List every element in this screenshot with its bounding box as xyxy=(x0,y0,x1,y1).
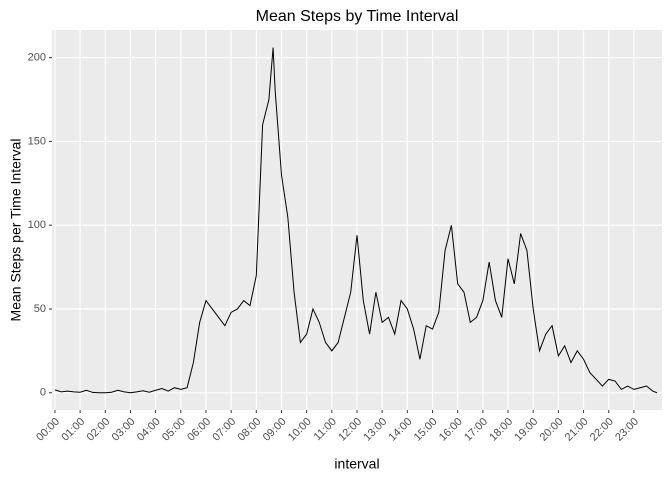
x-tick-label: 15:00 xyxy=(412,416,440,444)
x-tick-label: 05:00 xyxy=(160,416,188,444)
x-tick-label: 07:00 xyxy=(210,416,238,444)
x-tick-label: 06:00 xyxy=(185,416,213,444)
x-tick-label: 18:00 xyxy=(487,416,515,444)
x-tick-label: 21:00 xyxy=(563,416,591,444)
y-tick-label: 150 xyxy=(28,135,46,147)
x-tick-label: 01:00 xyxy=(59,416,87,444)
x-tick-label: 23:00 xyxy=(613,416,641,444)
x-tick-label: 10:00 xyxy=(286,416,314,444)
x-tick-label: 13:00 xyxy=(361,416,389,444)
x-tick-label: 00:00 xyxy=(34,416,62,444)
x-tick-label: 08:00 xyxy=(236,416,264,444)
x-tick-label: 14:00 xyxy=(387,416,415,444)
x-tick-label: 02:00 xyxy=(85,416,113,444)
x-tick-label: 09:00 xyxy=(261,416,289,444)
x-tick-label: 11:00 xyxy=(312,416,339,443)
y-axis-title: Mean Steps per Time Interval xyxy=(8,139,24,322)
x-tick-label: 16:00 xyxy=(437,416,465,444)
x-tick-label: 22:00 xyxy=(588,416,616,444)
x-tick-label: 19:00 xyxy=(512,416,540,444)
y-tick-label: 50 xyxy=(34,303,46,315)
x-tick-label: 12:00 xyxy=(336,416,364,444)
y-tick-label: 100 xyxy=(28,219,46,231)
line xyxy=(54,47,658,394)
x-tick-label: 20:00 xyxy=(538,416,566,444)
chart-title: Mean Steps by Time Interval xyxy=(256,8,459,25)
x-tick-label: 03:00 xyxy=(110,416,138,444)
x-axis-title: interval xyxy=(334,456,379,472)
x-tick-label: 04:00 xyxy=(135,416,163,444)
y-tick-label: 0 xyxy=(40,387,46,399)
y-tick-label: 200 xyxy=(28,52,46,64)
x-tick-label: 17:00 xyxy=(462,416,490,444)
